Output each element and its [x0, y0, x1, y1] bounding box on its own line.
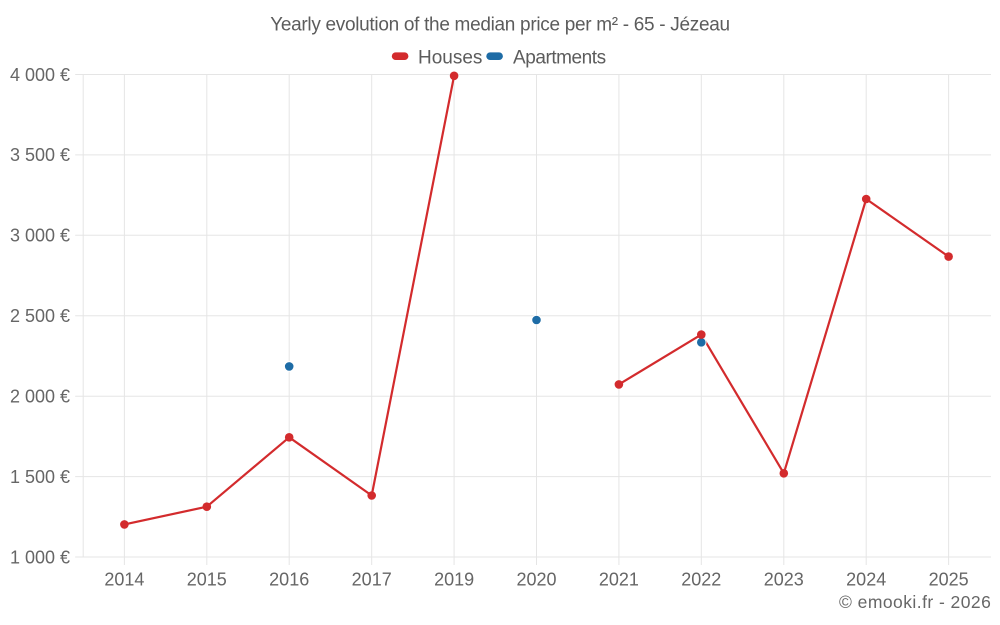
svg-text:2023: 2023: [764, 570, 804, 590]
svg-text:2016: 2016: [269, 570, 309, 590]
svg-text:2024: 2024: [846, 570, 886, 590]
svg-text:3 000 €: 3 000 €: [10, 226, 70, 246]
svg-text:© emooki.fr - 2026: © emooki.fr - 2026: [839, 592, 991, 612]
svg-text:2020: 2020: [516, 570, 556, 590]
svg-text:2019: 2019: [434, 570, 474, 590]
svg-text:2021: 2021: [599, 570, 639, 590]
svg-text:2 500 €: 2 500 €: [10, 306, 70, 326]
svg-text:2025: 2025: [929, 570, 969, 590]
svg-text:2015: 2015: [187, 570, 227, 590]
svg-text:3 500 €: 3 500 €: [10, 145, 70, 165]
svg-text:1 500 €: 1 500 €: [10, 467, 70, 487]
svg-text:2022: 2022: [681, 570, 721, 590]
svg-text:4 000 €: 4 000 €: [10, 65, 70, 85]
svg-text:Houses: Houses: [418, 47, 482, 68]
svg-text:Apartments: Apartments: [513, 47, 606, 68]
svg-text:2014: 2014: [104, 570, 144, 590]
svg-text:1 000 €: 1 000 €: [10, 547, 70, 567]
svg-text:Yearly evolution of the median: Yearly evolution of the median price per…: [270, 14, 730, 35]
svg-text:2017: 2017: [352, 570, 392, 590]
svg-text:2 000 €: 2 000 €: [10, 387, 70, 407]
